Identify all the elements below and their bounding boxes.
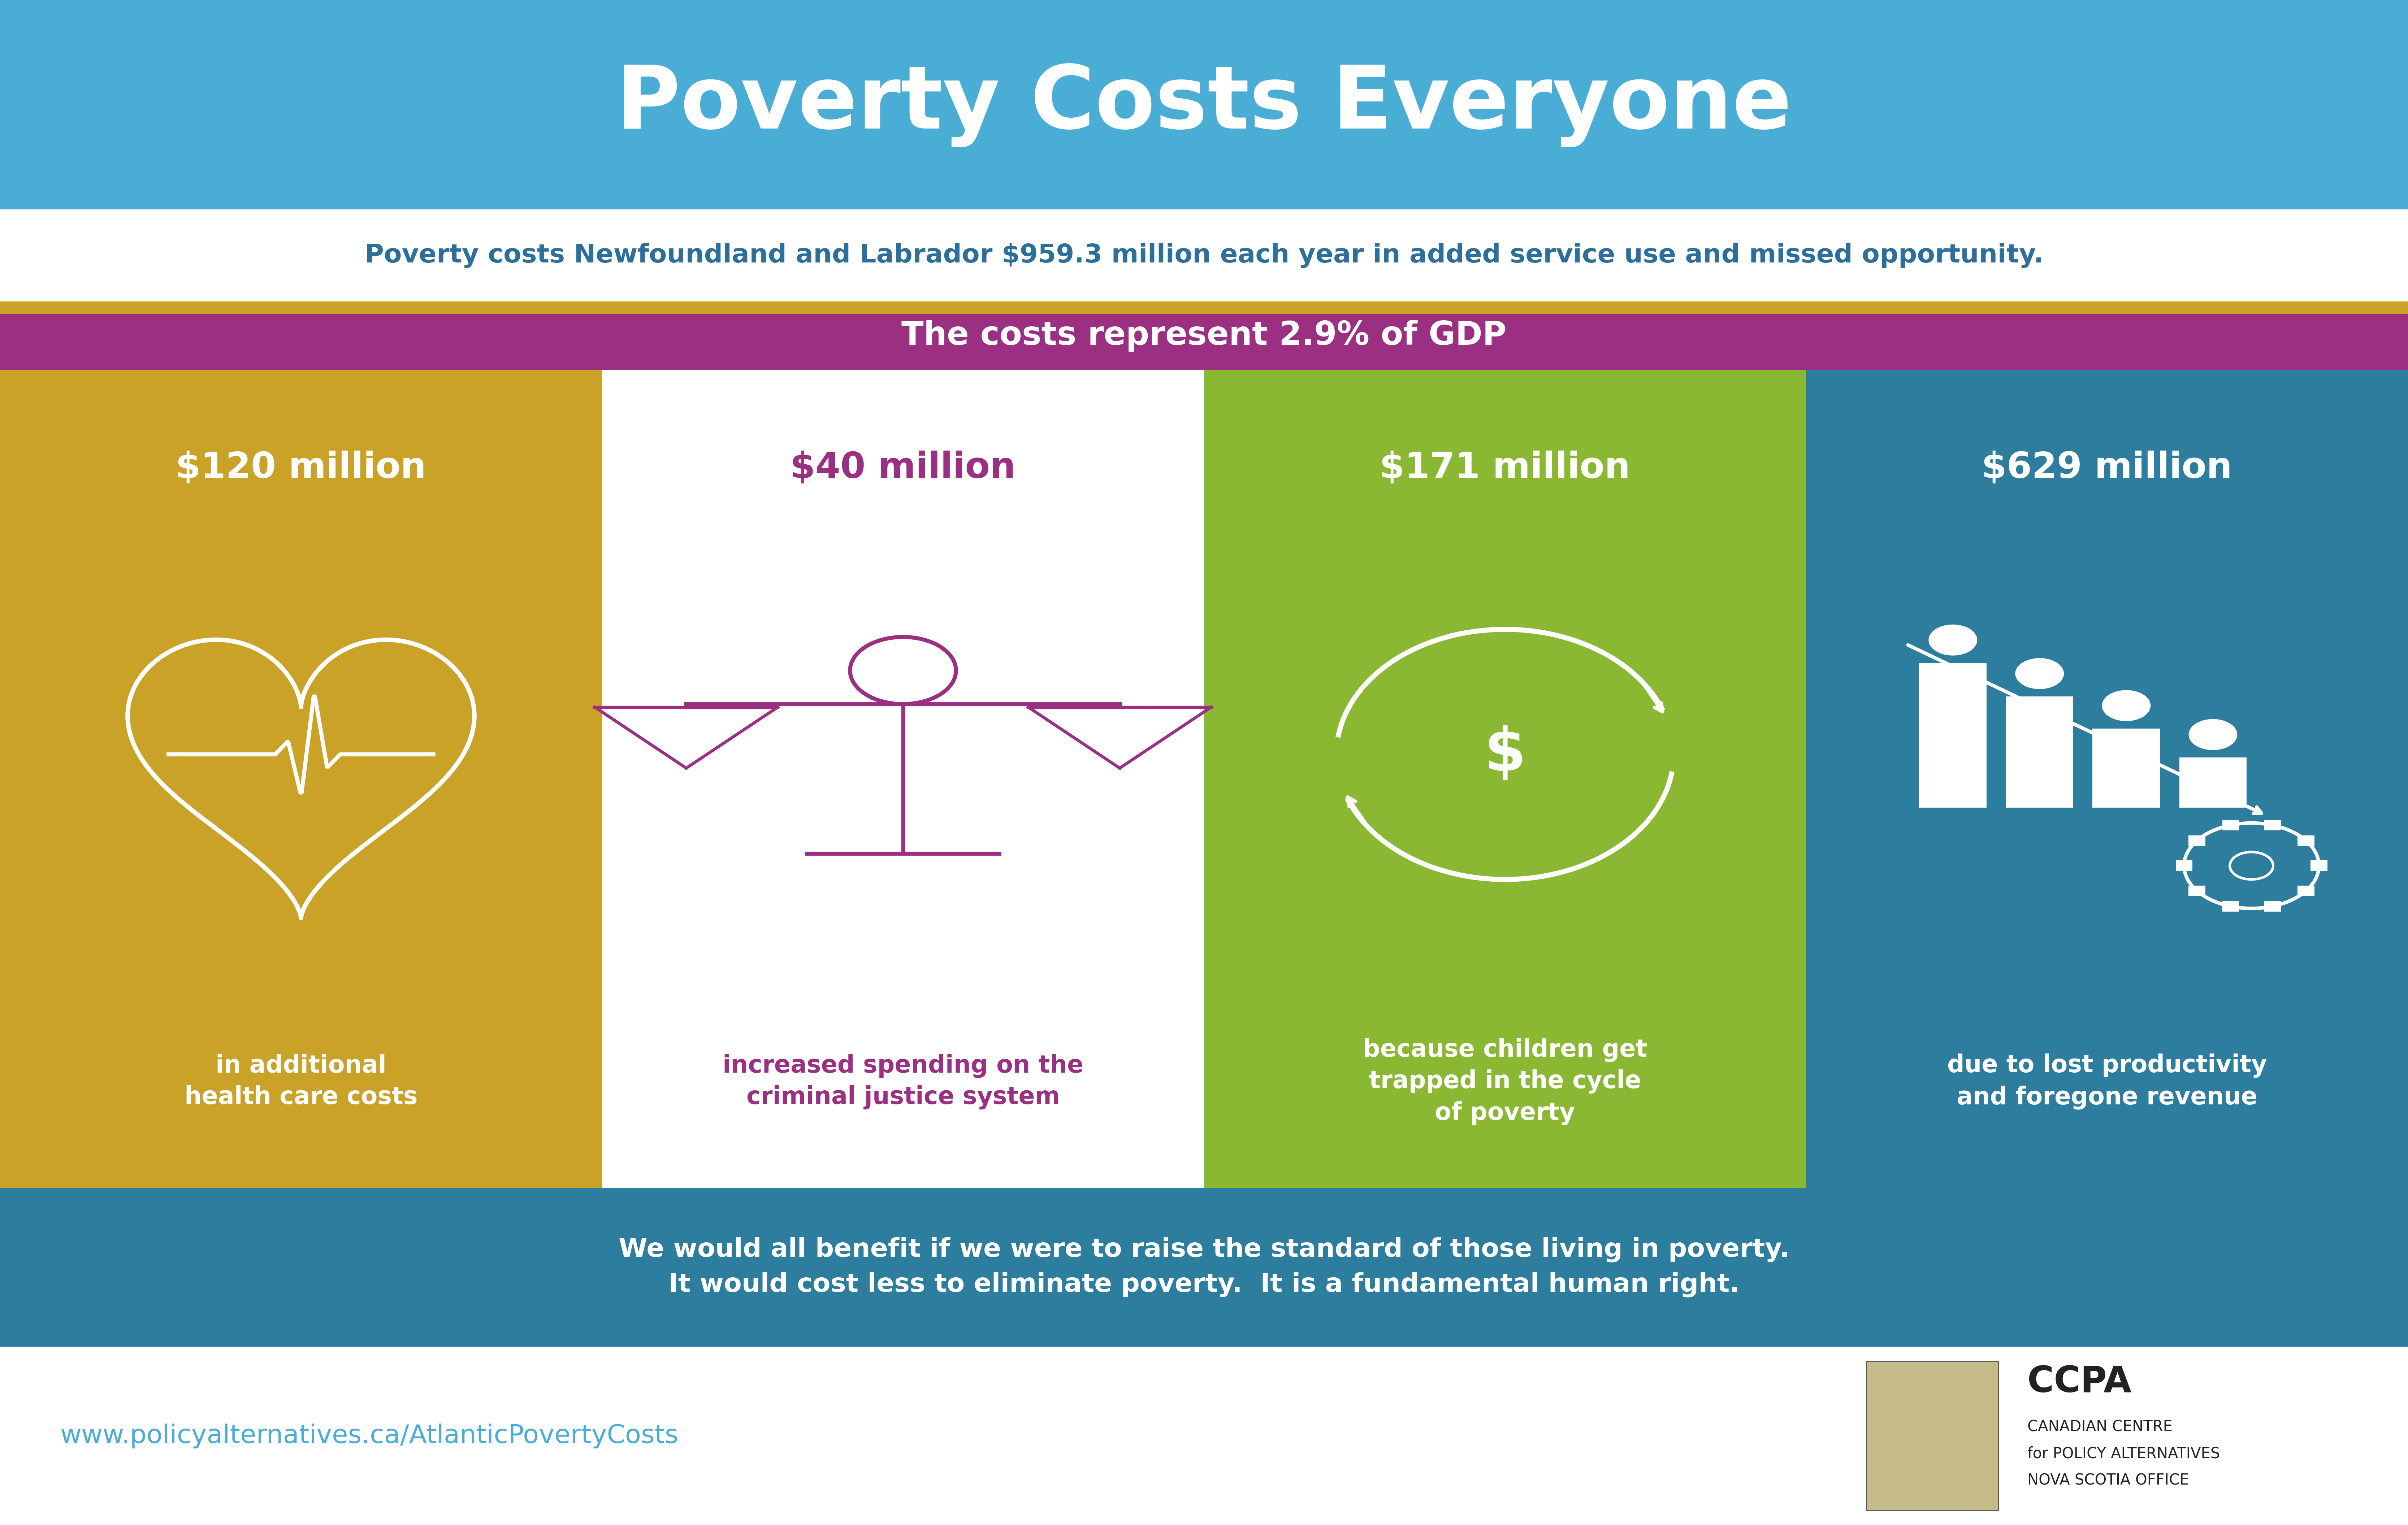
FancyBboxPatch shape [1806,371,2408,1188]
Text: $629 million: $629 million [1982,451,2232,485]
Circle shape [1929,625,1977,656]
FancyBboxPatch shape [2189,886,2206,897]
FancyBboxPatch shape [1919,663,1987,808]
FancyBboxPatch shape [1204,371,1806,1188]
Text: $120 million: $120 million [176,451,426,485]
Text: www.policyalternatives.ca/AtlanticPovertyCosts: www.policyalternatives.ca/AtlanticPovert… [60,1423,679,1449]
FancyBboxPatch shape [2189,836,2206,846]
FancyBboxPatch shape [2264,820,2280,831]
Text: due to lost productivity
and foregone revenue: due to lost productivity and foregone re… [1948,1054,2266,1109]
Text: Poverty Costs Everyone: Poverty Costs Everyone [616,63,1792,148]
FancyBboxPatch shape [2312,860,2329,871]
FancyBboxPatch shape [602,371,1204,1188]
FancyBboxPatch shape [2006,697,2073,808]
Text: for POLICY ALTERNATIVES: for POLICY ALTERNATIVES [2028,1446,2220,1461]
Text: We would all benefit if we were to raise the standard of those living in poverty: We would all benefit if we were to raise… [619,1237,1789,1298]
Text: $: $ [1483,724,1527,784]
Text: The costs represent 2.9% of GDP: The costs represent 2.9% of GDP [901,320,1507,352]
FancyBboxPatch shape [1866,1360,1999,1511]
FancyBboxPatch shape [2297,836,2314,846]
Circle shape [2015,659,2064,689]
FancyBboxPatch shape [0,371,602,1188]
FancyBboxPatch shape [0,1188,2408,1347]
Text: $40 million: $40 million [790,451,1016,485]
FancyBboxPatch shape [0,1347,2408,1525]
Text: NOVA SCOTIA OFFICE: NOVA SCOTIA OFFICE [2028,1473,2189,1488]
Text: increased spending on the
criminal justice system: increased spending on the criminal justi… [722,1054,1084,1109]
FancyBboxPatch shape [0,302,2408,371]
FancyBboxPatch shape [2179,758,2247,808]
FancyBboxPatch shape [2223,820,2239,831]
Text: because children get
trapped in the cycle
of poverty: because children get trapped in the cycl… [1363,1039,1647,1125]
Circle shape [2102,691,2150,721]
FancyBboxPatch shape [0,0,2408,209]
FancyBboxPatch shape [0,302,2408,314]
Text: in additional
health care costs: in additional health care costs [185,1054,417,1109]
FancyBboxPatch shape [2093,729,2160,808]
FancyBboxPatch shape [2177,860,2194,871]
FancyBboxPatch shape [0,209,2408,302]
FancyBboxPatch shape [2223,901,2239,912]
FancyBboxPatch shape [2264,901,2280,912]
Text: CANADIAN CENTRE: CANADIAN CENTRE [2028,1420,2172,1435]
Circle shape [2189,720,2237,750]
Text: Poverty costs Newfoundland and Labrador $959.3 million each year in added servic: Poverty costs Newfoundland and Labrador … [364,242,2044,268]
Text: CCPA: CCPA [2028,1365,2131,1400]
Text: $171 million: $171 million [1380,451,1630,485]
FancyBboxPatch shape [2297,886,2314,897]
